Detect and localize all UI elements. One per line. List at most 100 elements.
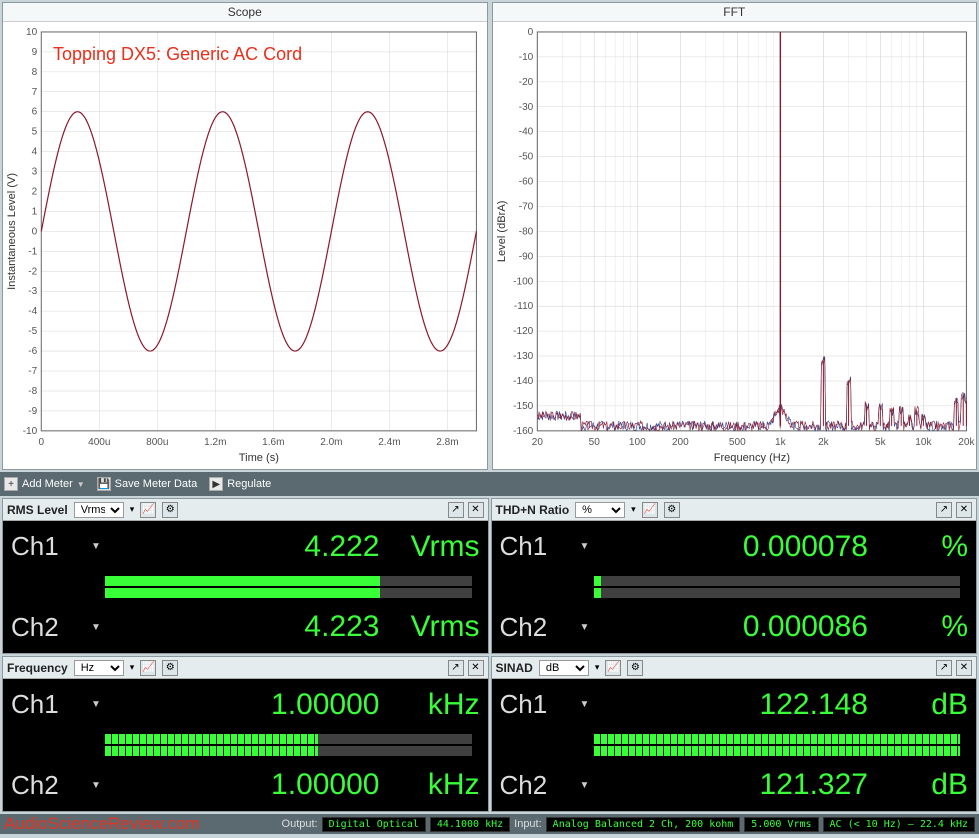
svg-text:-50: -50 [518, 152, 533, 163]
freq-bars [11, 730, 480, 760]
svg-text:-60: -60 [518, 177, 533, 188]
fft-plot: 0-10-20-30-40-50-60-70-80-90-100-110-120… [493, 22, 977, 469]
sinad-ch2-value: 121.327 [595, 768, 868, 802]
svg-text:400u: 400u [88, 437, 110, 448]
save-icon: 💾 [97, 477, 111, 491]
thdn-ch1-value: 0.000078 [595, 530, 868, 564]
watermark: AudioScienceReview.com [4, 814, 200, 834]
rms-unit-select[interactable]: Vrms [74, 502, 124, 518]
sinad-title: SINAD [496, 661, 533, 675]
input-level[interactable]: 5.000 Vrms [744, 817, 818, 832]
chevron-down-icon: ▾ [130, 504, 135, 515]
expand-icon[interactable]: ▼ [91, 699, 101, 710]
svg-text:1: 1 [32, 206, 38, 217]
svg-text:-10: -10 [518, 52, 533, 63]
close-icon[interactable]: ✕ [956, 502, 972, 518]
close-icon[interactable]: ✕ [468, 502, 484, 518]
save-meter-button[interactable]: 💾 Save Meter Data [97, 477, 198, 491]
output-conn[interactable]: Digital Optical [322, 817, 426, 832]
ch1-label: Ch1 [11, 531, 91, 562]
thdn-ch2-unit: % [868, 610, 968, 644]
gear-icon[interactable]: ⚙ [627, 660, 643, 676]
svg-text:-160: -160 [513, 426, 534, 437]
rms-ch2-value: 4.223 [107, 610, 380, 644]
popout-icon[interactable]: ↗ [448, 502, 464, 518]
svg-text:-6: -6 [28, 346, 37, 357]
svg-text:2: 2 [32, 187, 38, 198]
thdn-unit-select[interactable]: % [575, 502, 625, 518]
svg-text:-30: -30 [518, 102, 533, 113]
sinad-unit-select[interactable]: dB [539, 660, 589, 676]
save-meter-label: Save Meter Data [115, 478, 198, 490]
svg-text:0: 0 [527, 27, 533, 38]
svg-text:Instantaneous Level (V): Instantaneous Level (V) [6, 173, 18, 290]
svg-text:7: 7 [32, 87, 38, 98]
svg-text:9: 9 [32, 47, 38, 58]
graph-icon[interactable]: 📈 [642, 502, 658, 518]
svg-text:-110: -110 [513, 301, 533, 312]
svg-text:20k: 20k [958, 437, 975, 448]
gear-icon[interactable]: ⚙ [162, 502, 178, 518]
rms-meter: RMS Level Vrms ▾ 📈 ⚙ ↗ ✕ Ch1 ▼ 4.222 Vrm… [2, 498, 489, 654]
rms-bars [11, 572, 480, 602]
annotation-text: Topping DX5: Generic AC Cord [53, 44, 302, 65]
freq-unit-select[interactable]: Hz [74, 660, 124, 676]
expand-icon[interactable]: ▼ [580, 699, 590, 710]
expand-icon[interactable]: ▼ [91, 622, 101, 633]
popout-icon[interactable]: ↗ [936, 660, 952, 676]
svg-text:-120: -120 [513, 326, 534, 337]
scope-plot: -10-9-8-7-6-5-4-3-2-10123456789100400u80… [3, 22, 487, 469]
svg-text:-40: -40 [518, 127, 533, 138]
svg-text:-10: -10 [23, 426, 38, 437]
status-bar: AudioScienceReview.com Output: Digital O… [0, 814, 979, 834]
thdn-title: THD+N Ratio [496, 503, 570, 517]
expand-icon[interactable]: ▼ [580, 622, 590, 633]
gear-icon[interactable]: ⚙ [664, 502, 680, 518]
graph-icon[interactable]: 📈 [605, 660, 621, 676]
svg-text:-8: -8 [28, 386, 37, 397]
svg-text:-1: -1 [28, 246, 37, 257]
input-conn[interactable]: Analog Balanced 2 Ch, 200 kohm [546, 817, 741, 832]
svg-text:-4: -4 [28, 306, 37, 317]
svg-text:-90: -90 [518, 251, 533, 262]
svg-text:1k: 1k [775, 437, 787, 448]
ch2-label: Ch2 [500, 770, 580, 801]
popout-icon[interactable]: ↗ [448, 660, 464, 676]
chevron-down-icon: ▾ [130, 662, 135, 673]
sample-rate[interactable]: 44.1000 kHz [430, 817, 510, 832]
svg-text:100: 100 [628, 437, 645, 448]
svg-text:3: 3 [32, 167, 38, 178]
close-icon[interactable]: ✕ [956, 660, 972, 676]
expand-icon[interactable]: ▼ [91, 780, 101, 791]
freq-meter: Frequency Hz ▾ 📈 ⚙ ↗ ✕ Ch1 ▼ 1.00000 kHz… [2, 656, 489, 812]
svg-text:2.0m: 2.0m [320, 437, 342, 448]
gear-icon[interactable]: ⚙ [162, 660, 178, 676]
svg-text:500: 500 [728, 437, 745, 448]
svg-text:2.4m: 2.4m [378, 437, 400, 448]
svg-text:-140: -140 [513, 376, 534, 387]
regulate-button[interactable]: ▶ Regulate [209, 477, 271, 491]
graph-icon[interactable]: 📈 [140, 502, 156, 518]
close-icon[interactable]: ✕ [468, 660, 484, 676]
graph-icon[interactable]: 📈 [140, 660, 156, 676]
freq-ch1-unit: kHz [380, 688, 480, 722]
svg-text:8: 8 [32, 67, 38, 78]
expand-icon[interactable]: ▼ [91, 541, 101, 552]
svg-text:-7: -7 [28, 366, 37, 377]
add-meter-button[interactable]: + Add Meter ▼ [4, 477, 85, 491]
sinad-bars [500, 730, 969, 760]
svg-text:1.2m: 1.2m [204, 437, 226, 448]
chevron-down-icon: ▾ [631, 504, 636, 515]
expand-icon[interactable]: ▼ [580, 541, 590, 552]
rms-ch1-unit: Vrms [380, 530, 480, 564]
svg-text:10k: 10k [915, 437, 932, 448]
bandwidth[interactable]: AC (< 10 Hz) – 22.4 kHz [823, 817, 975, 832]
svg-text:20: 20 [531, 437, 543, 448]
output-label: Output: [282, 818, 318, 830]
chevron-down-icon: ▼ [77, 480, 85, 489]
popout-icon[interactable]: ↗ [936, 502, 952, 518]
expand-icon[interactable]: ▼ [580, 780, 590, 791]
scope-title: Scope [3, 3, 487, 22]
meter-grid: RMS Level Vrms ▾ 📈 ⚙ ↗ ✕ Ch1 ▼ 4.222 Vrm… [0, 496, 979, 814]
play-icon: ▶ [209, 477, 223, 491]
